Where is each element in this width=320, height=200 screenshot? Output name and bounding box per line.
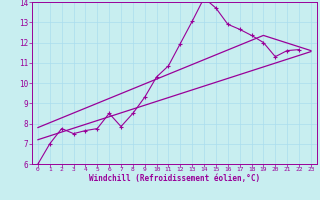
X-axis label: Windchill (Refroidissement éolien,°C): Windchill (Refroidissement éolien,°C): [89, 174, 260, 183]
